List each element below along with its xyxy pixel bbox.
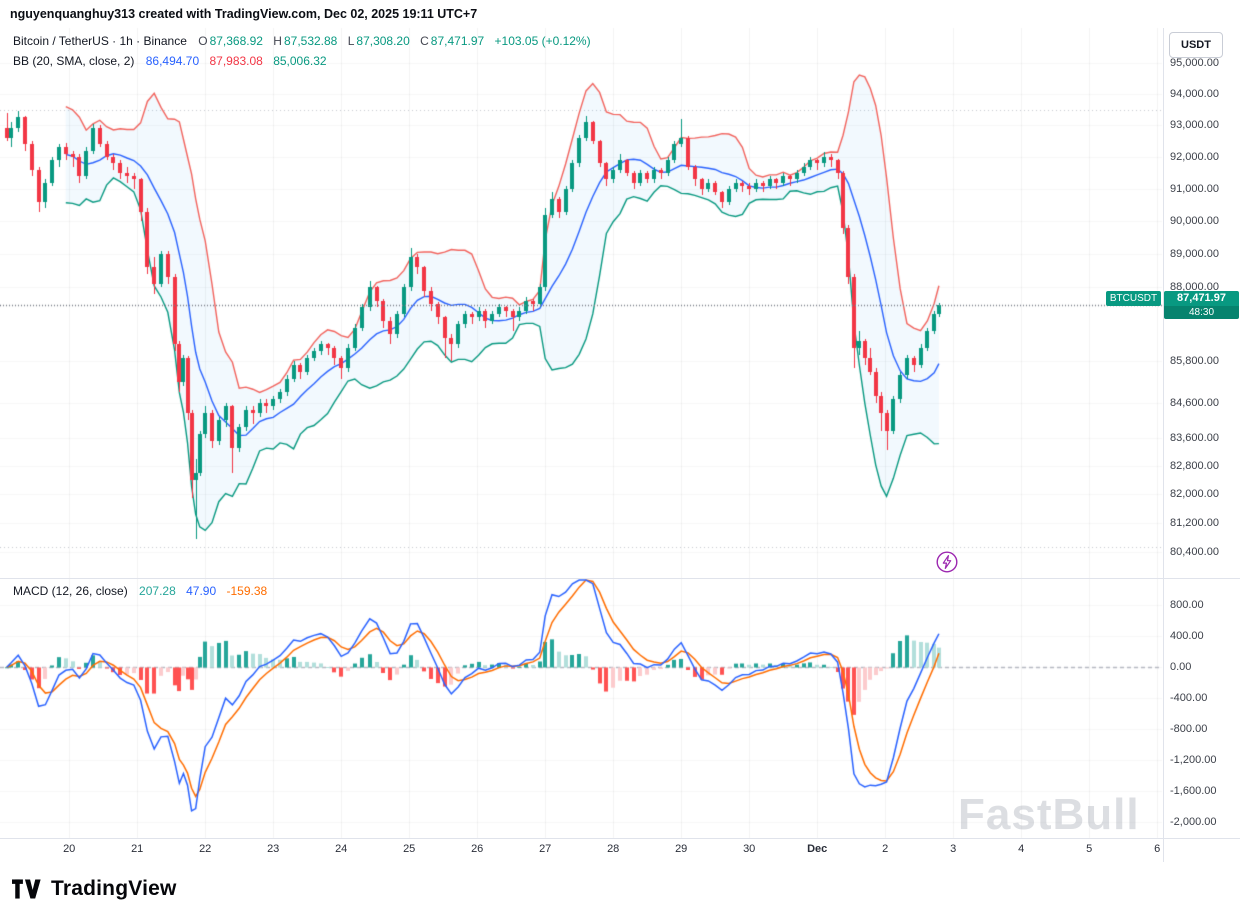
- time-axis-label: 25: [403, 843, 416, 855]
- bb-title: BB (20, SMA, close, 2): [13, 54, 135, 68]
- time-axis-label: 5: [1086, 843, 1093, 855]
- pane-divider[interactable]: [0, 578, 1240, 579]
- ohlc-close-value: 87,471.97: [430, 34, 485, 48]
- macd-axis-label: -1,200.00: [1170, 754, 1217, 766]
- time-axis-label: 28: [607, 843, 620, 855]
- last-price-badge: 87,471.97 48:30: [1164, 291, 1239, 319]
- price-axis-label: 81,200.00: [1170, 517, 1219, 529]
- bb-lower-value: 85,006.32: [273, 54, 327, 68]
- axis-border: [1163, 28, 1164, 862]
- bb-upper-value: 87,983.08: [209, 54, 263, 68]
- attribution-text: nguyenquanghuy313 created with TradingVi…: [10, 7, 478, 21]
- bar-countdown: 48:30: [1164, 306, 1239, 319]
- ohlc-close-label: C: [420, 34, 429, 48]
- time-axis-label: 23: [267, 843, 280, 855]
- time-axis-label: 29: [675, 843, 688, 855]
- ohlc-open-value: 87,368.92: [209, 34, 263, 48]
- time-axis-label: 2: [882, 843, 889, 855]
- macd-axis[interactable]: 800.00 400.00 0.00 -400.00 -800.00 -1,200.00 -…: [1163, 0, 1240, 918]
- time-axis-border: [0, 838, 1240, 839]
- macd-line-value: 47.90: [186, 584, 217, 598]
- price-axis-label: 82,000.00: [1170, 488, 1219, 500]
- price-axis-label: 83,600.00: [1170, 432, 1219, 444]
- tradingview-logo-icon: [12, 879, 41, 899]
- macd-axis-label: 800.00: [1170, 599, 1204, 611]
- tradingview-wordmark: TradingView: [51, 877, 177, 900]
- ohlc-open-label: O: [198, 34, 208, 48]
- ohlc-high-label: H: [273, 34, 282, 48]
- price-axis-label: 95,000.00: [1170, 57, 1219, 69]
- time-axis-label: 6: [1154, 843, 1161, 855]
- time-axis-label: 20: [63, 843, 76, 855]
- ohlc-high-value: 87,532.88: [283, 34, 338, 48]
- time-axis-label: Dec: [807, 843, 828, 855]
- macd-axis-label: 0.00: [1170, 661, 1192, 673]
- time-axis-label: 26: [471, 843, 484, 855]
- instant-trading-button[interactable]: [936, 551, 958, 573]
- price-axis-label: 85,800.00: [1170, 355, 1219, 367]
- price-axis-label: 94,000.00: [1170, 88, 1219, 100]
- ohlc-low-value: 87,308.20: [356, 34, 410, 48]
- macd-title: MACD (12, 26, close): [13, 584, 128, 598]
- symbol-legend: Bitcoin / TetherUS · 1h · Binance O 87,36…: [13, 34, 598, 48]
- lightning-icon: [936, 551, 958, 573]
- change-value: +103.05 (+0.12%): [494, 34, 591, 48]
- fastbull-watermark: FastBull: [958, 790, 1140, 839]
- currency-label: USDT: [1181, 39, 1211, 51]
- currency-toggle-button[interactable]: USDT: [1169, 32, 1223, 58]
- time-axis-label: 27: [539, 843, 552, 855]
- time-axis-label: 24: [335, 843, 348, 855]
- footer-brand[interactable]: TradingView: [12, 872, 177, 906]
- price-axis-label: 90,000.00: [1170, 215, 1219, 227]
- price-axis-label: 93,000.00: [1170, 119, 1219, 131]
- macd-legend: MACD (12, 26, close) 207.28 47.90 -159.3…: [13, 584, 274, 598]
- price-axis-label: 91,000.00: [1170, 183, 1219, 195]
- macd-axis-label: -800.00: [1170, 723, 1208, 735]
- price-axis-label: 84,600.00: [1170, 397, 1219, 409]
- bb-legend: BB (20, SMA, close, 2) 86,494.70 87,983.…: [13, 54, 334, 68]
- time-axis-label: 3: [950, 843, 957, 855]
- price-axis-label: 82,800.00: [1170, 460, 1219, 472]
- time-axis-label: 22: [199, 843, 212, 855]
- price-axis-label: 89,000.00: [1170, 248, 1219, 260]
- macd-axis-label: -1,600.00: [1170, 785, 1217, 797]
- attribution-bar: nguyenquanghuy313 created with TradingVi…: [10, 7, 477, 21]
- ohlc-low-label: L: [347, 34, 355, 48]
- symbol-title: Bitcoin / TetherUS · 1h · Binance: [13, 34, 187, 48]
- price-axis[interactable]: 95,000.00 94,000.00 93,000.00 92,000.00 91,0…: [1163, 0, 1240, 918]
- macd-hist-value: 207.28: [139, 584, 176, 598]
- price-axis-label: 80,400.00: [1170, 546, 1219, 558]
- last-price-value: 87,471.97: [1177, 292, 1226, 304]
- macd-axis-label: -400.00: [1170, 692, 1208, 704]
- macd-axis-label: -2,000.00: [1170, 816, 1217, 828]
- time-axis-label: 30: [743, 843, 756, 855]
- time-axis-label: 21: [131, 843, 144, 855]
- bb-basis-value: 86,494.70: [145, 54, 200, 68]
- time-axis-label: 4: [1018, 843, 1025, 855]
- symbol-tag: BTCUSDT: [1106, 291, 1161, 306]
- macd-signal-value: -159.38: [226, 584, 268, 598]
- price-axis-label: 92,000.00: [1170, 151, 1219, 163]
- price-axis-label: 88,000.00: [1170, 281, 1219, 293]
- macd-axis-label: 400.00: [1170, 630, 1204, 642]
